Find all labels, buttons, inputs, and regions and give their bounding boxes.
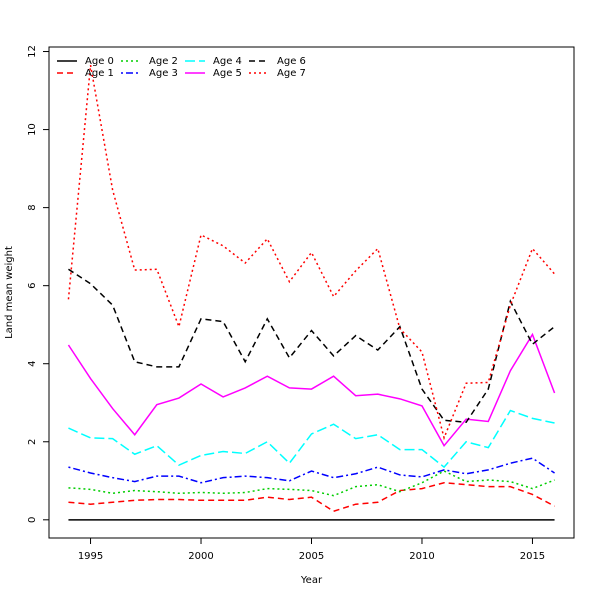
series-line	[68, 457, 555, 484]
x-tick-label: 2005	[299, 551, 324, 562]
legend-label: Age 7	[277, 68, 306, 79]
legend-label: Age 3	[149, 68, 178, 79]
x-tick-label: 2000	[188, 551, 213, 562]
legend-label: Age 1	[85, 68, 114, 79]
y-axis-label: Land mean weight	[4, 246, 15, 339]
legend-label: Age 6	[277, 56, 306, 67]
legend-label: Age 5	[213, 68, 242, 79]
y-tick-label: 6	[27, 282, 38, 288]
y-tick-label: 12	[27, 45, 38, 58]
y-tick-label: 8	[27, 204, 38, 210]
series-line	[68, 470, 555, 497]
series-line	[67, 332, 556, 447]
y-tick-label: 0	[27, 517, 38, 523]
y-tick-label: 4	[27, 361, 38, 367]
x-tick-label: 2015	[520, 551, 545, 562]
series-line	[68, 268, 556, 424]
series-line	[68, 481, 555, 513]
y-tick-label: 2	[27, 439, 38, 445]
legend-label: Age 4	[213, 56, 242, 67]
series-line	[67, 65, 556, 441]
legend-label: Age 0	[85, 56, 114, 67]
x-axis-label: Year	[300, 575, 323, 586]
series-line	[68, 409, 555, 469]
plot-box	[48, 46, 575, 539]
legend-label: Age 2	[149, 56, 178, 67]
x-tick-label: 2010	[409, 551, 434, 562]
x-tick-label: 1995	[78, 551, 103, 562]
y-tick-label: 10	[27, 123, 38, 136]
